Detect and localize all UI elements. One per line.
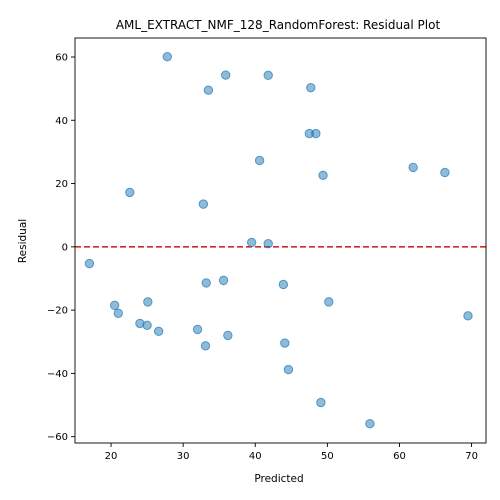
data-point <box>126 188 134 196</box>
x-tick-label: 30 <box>177 451 190 462</box>
data-point <box>279 280 287 288</box>
data-point <box>264 71 272 79</box>
data-point <box>114 309 122 317</box>
chart-title: AML_EXTRACT_NMF_128_RandomForest: Residu… <box>116 18 441 32</box>
data-point <box>110 301 118 309</box>
data-point <box>222 71 230 79</box>
x-axis-label: Predicted <box>254 473 303 485</box>
data-point <box>193 325 201 333</box>
data-point <box>284 365 292 373</box>
x-tick-label: 50 <box>321 451 334 462</box>
plot-frame <box>75 38 486 443</box>
data-point <box>307 83 315 91</box>
data-point <box>317 398 325 406</box>
data-point <box>163 52 171 60</box>
data-point <box>255 156 263 164</box>
y-tick-label: 0 <box>62 242 68 253</box>
data-point <box>409 163 417 171</box>
data-point <box>224 331 232 339</box>
data-point <box>143 321 151 329</box>
data-point <box>325 298 333 306</box>
y-tick-label: 60 <box>55 52 68 63</box>
x-tick-label: 70 <box>465 451 478 462</box>
x-tick-label: 40 <box>249 451 262 462</box>
data-point <box>441 168 449 176</box>
data-point <box>219 276 227 284</box>
y-tick-label: −40 <box>47 369 68 380</box>
data-point <box>464 312 472 320</box>
data-point <box>319 171 327 179</box>
y-tick-label: −20 <box>47 306 68 317</box>
x-tick-label: 20 <box>105 451 118 462</box>
data-point <box>247 238 255 246</box>
data-point <box>85 259 93 267</box>
y-axis-label: Residual <box>17 219 29 263</box>
data-point <box>264 239 272 247</box>
y-tick-label: 40 <box>55 116 68 127</box>
data-point <box>202 279 210 287</box>
x-tick-label: 60 <box>393 451 406 462</box>
data-point <box>144 298 152 306</box>
data-point <box>199 200 207 208</box>
data-point <box>204 86 212 94</box>
y-tick-label: −60 <box>47 432 68 443</box>
data-point <box>366 419 374 427</box>
y-tick-label: 20 <box>55 179 68 190</box>
data-point <box>312 129 320 137</box>
data-point <box>201 342 209 350</box>
data-point <box>154 327 162 335</box>
data-point <box>281 339 289 347</box>
